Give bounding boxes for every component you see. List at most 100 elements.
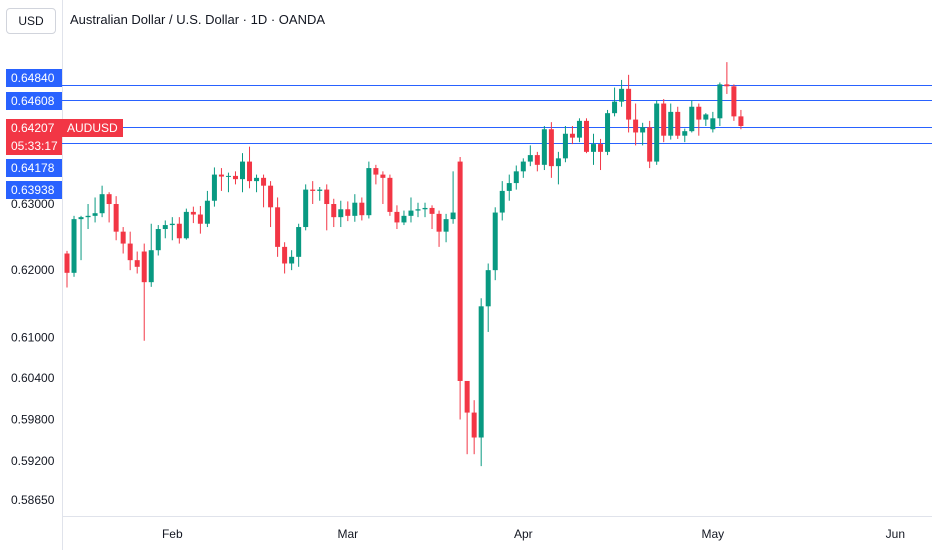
- candle-body-78: [612, 101, 618, 114]
- chart-legend: Australian Dollar / U.S. Dollar · 1D · O…: [70, 12, 326, 27]
- level-tag-2[interactable]: 0.64178: [6, 159, 62, 177]
- candle-body-4: [92, 213, 98, 216]
- candle-body-34: [303, 189, 309, 228]
- candle-body-25: [240, 161, 245, 180]
- candle-body-65: [520, 161, 526, 172]
- symbol-tag: AUDUSD: [62, 119, 123, 137]
- candle-body-35: [310, 189, 316, 191]
- candle-body-26: [247, 161, 253, 182]
- candle-body-77: [605, 113, 611, 152]
- candle-body-13: [155, 229, 161, 251]
- level-tag-3[interactable]: 0.63938: [6, 181, 62, 199]
- candle-body-66: [527, 155, 533, 162]
- candle-body-47: [394, 211, 400, 223]
- y-tick-label-2: 0.61000: [11, 330, 55, 344]
- candle-body-16: [176, 223, 182, 239]
- candle-body-44: [373, 168, 379, 175]
- candle-body-14: [162, 225, 168, 230]
- candle-body-10: [134, 260, 140, 267]
- candle-body-86: [668, 111, 674, 136]
- candle-body-91: [703, 114, 709, 120]
- candle-body-36: [317, 189, 323, 191]
- candle-body-20: [204, 200, 210, 224]
- candle-body-71: [562, 133, 568, 159]
- candle-body-64: [513, 171, 519, 184]
- candle-body-27: [254, 177, 260, 182]
- countdown-tag: 05:33:17: [6, 137, 62, 155]
- level-tag-0[interactable]: 0.64840: [6, 69, 62, 87]
- x-tick-label-1: Mar: [337, 527, 358, 541]
- candle-body-18: [190, 211, 196, 215]
- candle-body-39: [338, 209, 344, 218]
- candle-body-79: [619, 88, 625, 102]
- candle-body-41: [352, 202, 358, 216]
- candle-body-83: [647, 127, 653, 162]
- candle-body-28: [261, 177, 267, 186]
- candle-body-53: [436, 213, 442, 232]
- candle-body-57: [464, 380, 470, 413]
- candle-body-80: [626, 88, 632, 120]
- candle-body-70: [555, 158, 561, 167]
- candle-body-87: [675, 111, 681, 136]
- candle-body-50: [415, 209, 421, 211]
- x-tick-label-0: Feb: [162, 527, 183, 541]
- x-tick-label-3: May: [702, 527, 725, 541]
- candle-body-23: [225, 175, 231, 177]
- candle-body-82: [640, 127, 646, 133]
- y-tick-label-5: 0.59200: [11, 454, 55, 468]
- candle-body-17: [183, 211, 189, 239]
- currency-button[interactable]: USD: [6, 8, 56, 34]
- candle-body-11: [141, 251, 147, 283]
- candle-body-1: [71, 219, 77, 273]
- candle-body-68: [541, 129, 547, 165]
- candle-body-49: [408, 210, 414, 216]
- candle-body-75: [591, 144, 596, 152]
- candle-body-0: [64, 253, 70, 273]
- candle-body-94: [724, 84, 730, 87]
- candle-body-93: [717, 84, 723, 119]
- candle-body-31: [282, 246, 288, 264]
- candle-body-69: [548, 129, 554, 167]
- candle-body-76: [598, 144, 604, 152]
- candle-body-24: [232, 175, 238, 180]
- x-tick-label-2: Apr: [514, 527, 533, 541]
- candle-body-90: [696, 106, 702, 120]
- candle-body-96: [738, 116, 744, 127]
- candle-body-38: [331, 204, 337, 218]
- candle-body-88: [682, 131, 688, 136]
- candle-body-89: [689, 106, 695, 132]
- candle-body-62: [499, 190, 505, 213]
- level-tag-1[interactable]: 0.64608: [6, 92, 62, 110]
- candle-body-40: [345, 209, 351, 216]
- candle-body-15: [169, 223, 175, 226]
- candle-body-46: [387, 177, 393, 212]
- candle-body-48: [401, 215, 407, 223]
- x-tick-label-4: Jun: [886, 527, 905, 541]
- candle-body-19: [197, 214, 203, 224]
- candle-body-12: [148, 250, 154, 283]
- candle-body-51: [422, 207, 428, 210]
- y-tick-label-3: 0.60400: [11, 371, 55, 385]
- y-tick-label-0: 0.63000: [11, 197, 55, 211]
- candle-body-7: [113, 204, 119, 232]
- candle-body-84: [654, 103, 660, 162]
- last-price-tag: 0.64207: [6, 119, 62, 137]
- candle-body-37: [324, 189, 330, 205]
- candle-body-74: [583, 120, 589, 152]
- candle-body-81: [633, 119, 639, 133]
- candle-body-95: [731, 86, 737, 117]
- candle-body-30: [275, 207, 281, 247]
- candle-body-58: [471, 412, 477, 438]
- candle-body-42: [359, 202, 365, 216]
- candle-body-52: [429, 207, 435, 214]
- candle-body-45: [380, 174, 386, 178]
- candle-body-8: [120, 231, 126, 244]
- candle-body-9: [127, 243, 133, 261]
- y-tick-label-1: 0.62000: [11, 263, 55, 277]
- candle-body-5: [99, 194, 105, 214]
- candle-body-3: [85, 215, 91, 218]
- candle-body-59: [478, 306, 484, 438]
- candle-body-29: [268, 185, 274, 208]
